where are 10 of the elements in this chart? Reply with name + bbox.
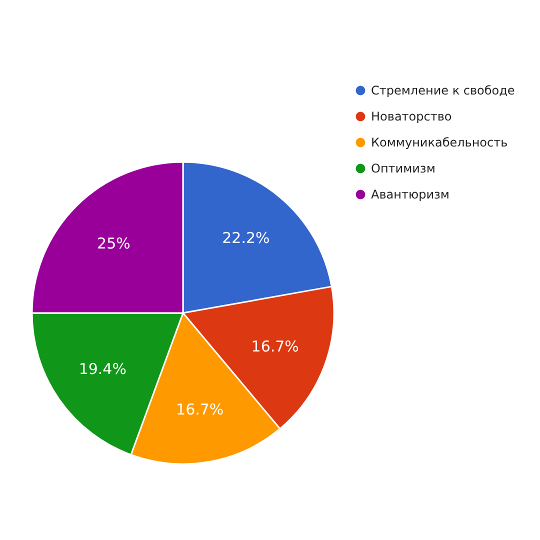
data-label: 19.4% xyxy=(78,360,126,378)
legend-label: Новаторство xyxy=(371,110,452,124)
data-label: 22.2% xyxy=(222,228,270,247)
data-label: 16.7% xyxy=(176,400,224,419)
data-label: 16.7% xyxy=(251,337,299,356)
legend-label: Авантюризм xyxy=(371,188,450,202)
legend-label: Коммуникабельность xyxy=(371,136,508,150)
legend-label: Оптимизм xyxy=(371,162,436,176)
legend-label: Стремление к свободе xyxy=(371,84,515,98)
data-label: 25% xyxy=(97,234,130,253)
